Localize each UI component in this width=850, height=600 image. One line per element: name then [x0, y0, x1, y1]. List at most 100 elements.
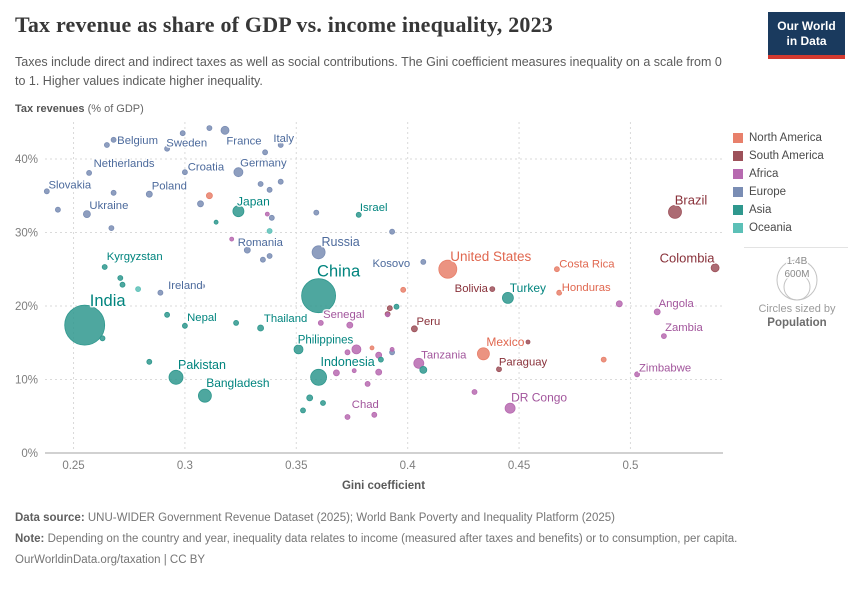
legend-item-africa[interactable]: Africa [733, 165, 824, 183]
data-point-dot[interactable] [385, 312, 391, 318]
data-point-dot[interactable] [108, 225, 115, 232]
data-point-dot[interactable] [135, 286, 142, 293]
data-point-dot[interactable] [146, 358, 153, 365]
data-point-dot[interactable] [393, 303, 400, 310]
zambia-dot[interactable] [661, 333, 667, 340]
data-point-dot[interactable] [332, 369, 340, 377]
data-point-dot[interactable] [262, 149, 269, 156]
zimbabwe-dot[interactable] [634, 371, 640, 378]
kyrgyzstan-dot[interactable] [101, 264, 108, 270]
data-point-dot[interactable] [400, 286, 407, 293]
china-dot[interactable] [301, 278, 337, 314]
india-dot[interactable] [64, 304, 106, 346]
nepal-dot[interactable] [181, 322, 188, 329]
data-point-dot[interactable] [277, 178, 284, 185]
france-dot[interactable] [220, 125, 230, 135]
data-point-dot[interactable] [266, 228, 273, 234]
data-point-dot[interactable] [104, 142, 110, 148]
ireland-dot[interactable] [157, 289, 164, 296]
bolivia-dot[interactable] [489, 286, 496, 293]
data-point-dot[interactable] [117, 275, 124, 281]
senegal-dot[interactable] [317, 319, 324, 326]
brazil-dot[interactable] [668, 204, 682, 219]
data-point-dot[interactable] [259, 256, 266, 263]
legend-item-europe[interactable]: Europe [733, 183, 824, 201]
paraguay-dot[interactable] [496, 366, 502, 373]
poland-dot[interactable] [145, 190, 153, 198]
mexico-dot[interactable] [476, 347, 490, 361]
dr-congo-dot[interactable] [504, 402, 516, 414]
israel-dot[interactable] [355, 211, 362, 218]
data-point-dot[interactable] [346, 321, 354, 329]
netherlands-dot[interactable] [86, 169, 92, 176]
data-point-dot[interactable] [266, 253, 273, 259]
data-point-dot[interactable] [364, 380, 371, 387]
data-point-dot[interactable] [213, 219, 219, 225]
japan-dot[interactable] [232, 205, 245, 218]
data-point-dot[interactable] [197, 200, 204, 208]
data-point-dot[interactable] [266, 186, 273, 193]
indonesia-dot[interactable] [310, 368, 328, 386]
belgium-dot[interactable] [110, 136, 117, 143]
data-point-dot[interactable] [313, 209, 320, 216]
sweden-dot[interactable] [179, 130, 186, 137]
data-point-dot[interactable] [164, 311, 171, 318]
data-point-dot[interactable] [264, 211, 270, 217]
honduras-dot[interactable] [556, 289, 563, 296]
data-point-dot[interactable] [525, 339, 531, 345]
kosovo-dot[interactable] [420, 258, 427, 265]
data-point-dot[interactable] [419, 365, 428, 374]
owid-url-link[interactable]: OurWorldinData.org/taxation [15, 554, 161, 567]
data-point-dot[interactable] [268, 214, 275, 221]
data-point-dot[interactable] [375, 368, 383, 376]
peru-dot[interactable] [410, 325, 418, 333]
united-states-dot[interactable] [438, 259, 458, 279]
data-point-dot[interactable] [233, 319, 240, 326]
thailand-dot[interactable] [257, 324, 265, 332]
romania-dot[interactable] [243, 246, 251, 254]
philippines-dot[interactable] [293, 344, 304, 355]
data-point-dot[interactable] [55, 206, 61, 213]
legend-item-south-america[interactable]: South America [733, 147, 824, 165]
data-point-dot[interactable] [200, 283, 206, 289]
data-point-dot[interactable] [306, 394, 314, 402]
data-point-dot[interactable] [389, 228, 396, 235]
data-point-dot[interactable] [386, 305, 393, 312]
data-point-dot[interactable] [205, 192, 213, 200]
russia-dot[interactable] [311, 245, 326, 260]
data-point-dot[interactable] [369, 345, 375, 351]
slovakia-dot[interactable] [43, 188, 50, 195]
data-point-dot[interactable] [351, 344, 362, 355]
croatia-dot[interactable] [181, 169, 188, 176]
data-point-dot[interactable] [119, 281, 126, 288]
ukraine-dot[interactable] [83, 210, 91, 219]
data-point-dot[interactable] [377, 356, 384, 363]
data-point-dot[interactable] [164, 145, 171, 152]
pakistan-dot[interactable] [168, 369, 184, 385]
data-point-dot[interactable] [615, 300, 623, 308]
data-point-dot[interactable] [206, 125, 213, 132]
legend-item-north-america[interactable]: North America [733, 129, 824, 147]
data-point-dot[interactable] [320, 400, 326, 406]
angola-dot[interactable] [653, 308, 661, 316]
data-point-dot[interactable] [389, 346, 395, 352]
data-point-dot[interactable] [344, 349, 351, 356]
data-point-dot[interactable] [351, 368, 357, 374]
costa-rica-dot[interactable] [554, 266, 560, 273]
owid-logo[interactable]: Our World in Data [768, 12, 845, 59]
data-point-dot[interactable] [344, 414, 351, 420]
colombia-dot[interactable] [710, 263, 720, 273]
data-point-dot[interactable] [600, 356, 607, 363]
data-point-dot[interactable] [471, 389, 478, 395]
bangladesh-dot[interactable] [197, 388, 212, 403]
data-point-dot[interactable] [99, 335, 106, 342]
germany-dot[interactable] [233, 167, 244, 178]
chad-dot[interactable] [371, 411, 378, 418]
data-point-dot[interactable] [110, 189, 117, 196]
legend-item-oceania[interactable]: Oceania [733, 219, 824, 237]
data-point-dot[interactable] [229, 236, 235, 242]
turkey-dot[interactable] [501, 291, 514, 304]
legend-item-asia[interactable]: Asia [733, 201, 824, 219]
italy-dot[interactable] [277, 142, 284, 148]
data-point-dot[interactable] [257, 181, 264, 187]
